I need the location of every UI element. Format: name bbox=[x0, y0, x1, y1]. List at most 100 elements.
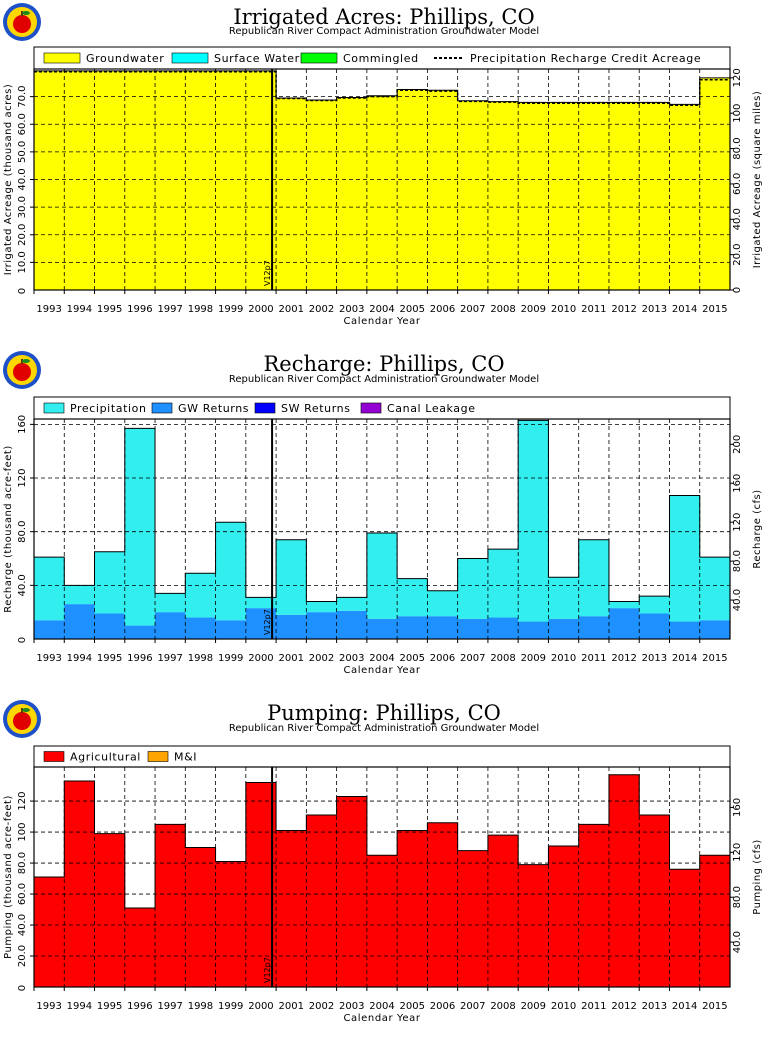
y-axis-title: Recharge (thousand acre-feet) bbox=[3, 445, 14, 612]
x-tick-label: 2003 bbox=[339, 1001, 364, 1012]
x-tick-label: 1995 bbox=[97, 653, 122, 664]
bar-groundwater-2006 bbox=[427, 90, 459, 291]
chart-subtitle: Republican River Compact Administration … bbox=[228, 26, 540, 37]
y-tick-label: 120 bbox=[17, 792, 28, 811]
bar-precipitation-2010 bbox=[548, 577, 580, 619]
bar-precipitation-2004 bbox=[366, 533, 398, 619]
x-tick-label: 2004 bbox=[369, 653, 394, 664]
bar-precipitation-1999 bbox=[215, 522, 247, 621]
bar-agricultural-1999 bbox=[215, 861, 247, 987]
x-tick-label: 1993 bbox=[36, 304, 61, 315]
y2-axis-title: Pumping (cfs) bbox=[752, 839, 763, 914]
bar-precipitation-2008 bbox=[487, 549, 519, 618]
y2-tick-label: 0 bbox=[732, 287, 743, 293]
bar-agricultural-1997 bbox=[155, 824, 186, 987]
y2-tick-label: 40.0 bbox=[732, 931, 743, 953]
x-tick-label: 2010 bbox=[551, 304, 576, 315]
y2-tick-label: 60.0 bbox=[732, 173, 743, 195]
y-tick-label: 20.0 bbox=[17, 224, 28, 246]
x-tick-label: 2002 bbox=[309, 1001, 334, 1012]
y-tick-label: 100 bbox=[17, 823, 28, 842]
apple-logo-icon bbox=[3, 700, 41, 738]
y-tick-label: 30.0 bbox=[17, 196, 28, 218]
bar-gw-returns-2008 bbox=[487, 617, 519, 639]
x-tick-label: 2006 bbox=[430, 1001, 455, 1012]
x-axis-title: Calendar Year bbox=[343, 1013, 420, 1024]
x-tick-label: 1994 bbox=[67, 1001, 92, 1012]
bar-groundwater-2003 bbox=[336, 97, 368, 290]
y-tick-label: 0 bbox=[17, 288, 28, 294]
bar-gw-returns-1995 bbox=[94, 613, 126, 639]
x-tick-label: 1994 bbox=[67, 304, 92, 315]
apple-logo-icon bbox=[3, 351, 41, 389]
legend-swatch bbox=[300, 52, 338, 64]
y-axis-title: Pumping (thousand acre-feet) bbox=[3, 795, 14, 959]
bar-groundwater-2008 bbox=[487, 101, 519, 290]
bar-gw-returns-2002 bbox=[306, 612, 338, 639]
legend-swatch bbox=[360, 402, 382, 414]
bar-groundwater-2012 bbox=[608, 102, 640, 291]
bar-gw-returns-1997 bbox=[155, 612, 186, 639]
y-tick-label: 0 bbox=[17, 637, 28, 643]
irrigated-acres-chart: V12p7 Groundwater Surface Water Commingled P… bbox=[3, 46, 763, 327]
bar-groundwater-2005 bbox=[397, 89, 428, 290]
x-tick-label: 2006 bbox=[430, 653, 455, 664]
x-tick-label: 2008 bbox=[490, 653, 515, 664]
x-tick-label: 2002 bbox=[309, 653, 334, 664]
x-tick-label: 2015 bbox=[702, 1001, 727, 1012]
bar-agricultural-1995 bbox=[94, 833, 126, 987]
x-tick-label: 2005 bbox=[400, 653, 425, 664]
x-tick-label: 2012 bbox=[611, 1001, 636, 1012]
y-tick-label: 40.0 bbox=[17, 914, 28, 936]
x-tick-label: 1998 bbox=[188, 1001, 213, 1012]
bar-agricultural-2013 bbox=[639, 815, 670, 987]
bar-groundwater-2007 bbox=[457, 100, 489, 291]
bar-groundwater-1996 bbox=[124, 70, 156, 291]
bar-agricultural-1994 bbox=[64, 780, 95, 987]
bar-gw-returns-1994 bbox=[64, 604, 95, 639]
bar-agricultural-2012 bbox=[608, 774, 640, 987]
x-tick-label: 2010 bbox=[551, 653, 576, 664]
bar-groundwater-2013 bbox=[639, 102, 670, 291]
x-tick-label: 2003 bbox=[339, 304, 364, 315]
y2-tick-label: 80.0 bbox=[732, 886, 743, 908]
bar-precipitation-2001 bbox=[276, 539, 307, 615]
x-tick-label: 2000 bbox=[248, 1001, 273, 1012]
plot-frame bbox=[33, 418, 731, 640]
x-tick-label: 1999 bbox=[218, 304, 243, 315]
y-tick-label: 40.0 bbox=[17, 168, 28, 190]
legend-label: Commingled bbox=[343, 52, 419, 65]
pumping-panel: Pumping: Phillips, CO Republican River C… bbox=[0, 697, 768, 1038]
x-tick-label: 1996 bbox=[127, 653, 152, 664]
bar-groundwater-1993 bbox=[34, 70, 65, 291]
y2-tick-label: 160 bbox=[732, 474, 743, 493]
bar-precipitation-2014 bbox=[669, 495, 701, 622]
x-tick-label: 2013 bbox=[642, 653, 667, 664]
bar-gw-returns-2012 bbox=[608, 608, 640, 639]
x-tick-label: 1998 bbox=[188, 653, 213, 664]
bar-precipitation-1994 bbox=[64, 585, 95, 605]
x-tick-label: 2001 bbox=[278, 1001, 303, 1012]
bar-precipitation-2003 bbox=[336, 597, 368, 611]
bar-precipitation-2002 bbox=[306, 601, 338, 613]
bar-precipitation-2006 bbox=[427, 590, 459, 617]
y2-tick-label: 40.0 bbox=[732, 589, 743, 611]
model-version-label: V12p7 bbox=[263, 260, 272, 286]
bar-groundwater-1997 bbox=[155, 70, 186, 291]
apple-logo-icon bbox=[3, 3, 41, 41]
bar-gw-returns-2004 bbox=[366, 618, 398, 639]
x-tick-label: 2012 bbox=[611, 304, 636, 315]
y2-axis-title: Recharge (cfs) bbox=[752, 489, 763, 568]
y2-tick-label: 20.0 bbox=[732, 244, 743, 266]
bar-agricultural-2010 bbox=[548, 846, 580, 987]
bar-agricultural-2015 bbox=[699, 855, 731, 987]
bar-agricultural-1996 bbox=[124, 907, 156, 987]
bar-gw-returns-2001 bbox=[276, 614, 307, 639]
chart-subtitle: Republican River Compact Administration … bbox=[228, 723, 540, 734]
legend-swatch bbox=[147, 751, 169, 762]
y-tick-label: 120 bbox=[17, 468, 28, 487]
bar-agricultural-2004 bbox=[366, 855, 398, 987]
x-tick-label: 2013 bbox=[642, 304, 667, 315]
legend-swatch bbox=[43, 751, 65, 762]
x-tick-label: 2012 bbox=[611, 653, 636, 664]
